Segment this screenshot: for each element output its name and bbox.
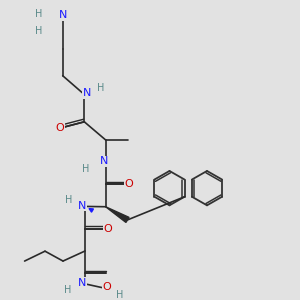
Text: H: H [35, 26, 43, 36]
Text: N: N [100, 157, 108, 166]
Text: H: H [64, 285, 71, 295]
Text: H: H [98, 83, 105, 93]
Text: O: O [103, 282, 112, 292]
Text: N: N [78, 200, 86, 211]
Text: N: N [78, 278, 86, 288]
Text: O: O [55, 123, 64, 133]
Text: H: H [35, 9, 43, 19]
Text: O: O [124, 179, 134, 189]
Text: H: H [82, 164, 89, 174]
Text: O: O [103, 224, 112, 234]
Text: H: H [65, 195, 72, 205]
Text: N: N [83, 88, 92, 98]
Polygon shape [106, 207, 129, 222]
Text: N: N [58, 10, 67, 20]
Text: H: H [116, 290, 123, 300]
